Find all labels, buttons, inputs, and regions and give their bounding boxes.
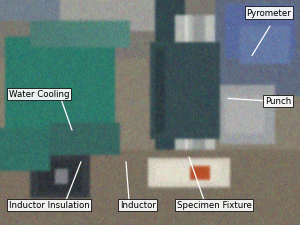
Text: Pyrometer: Pyrometer: [246, 9, 291, 18]
Text: Water Cooling: Water Cooling: [9, 90, 70, 99]
Text: Specimen Fixture: Specimen Fixture: [177, 200, 252, 209]
Text: Inductor: Inductor: [120, 200, 156, 209]
Text: Inductor Insulation: Inductor Insulation: [9, 200, 90, 209]
Text: Punch: Punch: [265, 97, 291, 106]
